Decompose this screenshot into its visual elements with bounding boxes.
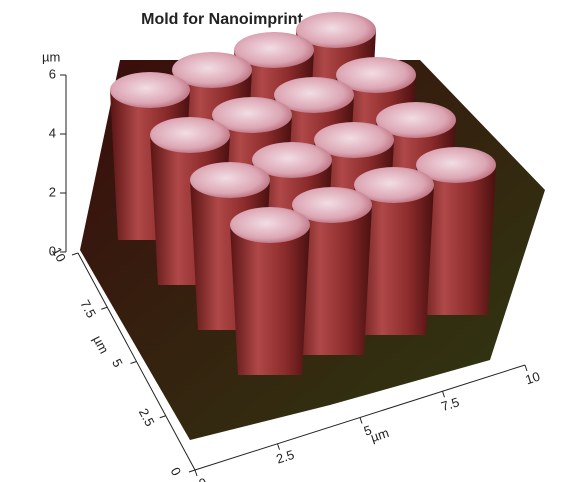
pillar-top (230, 207, 310, 243)
z-tick-label: 4 (49, 125, 56, 140)
z-tick-label: 2 (49, 184, 56, 199)
y-tick (131, 362, 137, 364)
z-axis-label: µm (42, 49, 60, 64)
x-tick (443, 391, 445, 397)
x-tick (195, 470, 197, 476)
pillar-top (110, 72, 190, 108)
y-tick (72, 253, 78, 255)
x-tick-label: 2.5 (274, 447, 296, 467)
y-tick (189, 470, 195, 472)
y-axis-label: µm (90, 333, 112, 356)
x-tick (278, 444, 280, 450)
y-tick-label: 2.5 (136, 406, 158, 429)
y-tick (101, 307, 107, 309)
z-tick-label: 6 (49, 66, 56, 81)
pillar (230, 225, 310, 375)
title: Mold for Nanoimprint (141, 11, 303, 28)
y-tick (160, 416, 166, 418)
x-tick-label: 10 (523, 369, 541, 388)
x-tick-label: 7.5 (439, 394, 461, 414)
y-tick-label: 0 (168, 465, 185, 478)
y-tick-label: 5 (109, 356, 126, 369)
afm-figure: Mold for Nanoimprint µm µm µm 024602.557… (0, 0, 581, 482)
pillar-top (190, 162, 270, 198)
pillar-top (150, 117, 230, 153)
y-tick-label: 7.5 (77, 297, 99, 320)
x-tick (360, 418, 362, 424)
x-tick (525, 365, 527, 371)
x-tick-label: 0 (197, 475, 209, 482)
